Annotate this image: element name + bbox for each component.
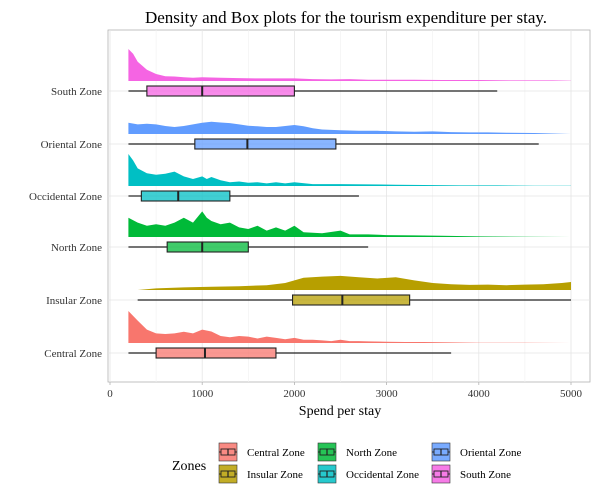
x-tick-label: 0 bbox=[107, 388, 113, 400]
density-south-zone bbox=[128, 49, 571, 81]
y-tick-label: Occidental Zone bbox=[29, 191, 102, 203]
panel-border bbox=[107, 29, 591, 383]
box-layer bbox=[128, 85, 571, 359]
legend-item: Central Zone bbox=[218, 442, 305, 462]
density-occidental-zone bbox=[128, 154, 571, 186]
y-tick-label: North Zone bbox=[51, 242, 102, 254]
x-axis-label: Spend per stay bbox=[299, 404, 381, 419]
x-tick-label: 2000 bbox=[283, 388, 306, 400]
box-occidental-zone bbox=[140, 190, 231, 202]
y-tick-label: Oriental Zone bbox=[41, 139, 103, 151]
legend-label: Occidental Zone bbox=[346, 469, 419, 481]
x-tick-label: 4000 bbox=[468, 388, 491, 400]
density-central-zone bbox=[128, 311, 571, 343]
box-north-zone bbox=[166, 241, 249, 253]
x-tick-label: 5000 bbox=[560, 388, 583, 400]
box-central-zone bbox=[155, 347, 277, 359]
density-north-zone bbox=[128, 211, 571, 237]
x-tick-label: 3000 bbox=[376, 388, 399, 400]
x-tick-label: 1000 bbox=[191, 388, 214, 400]
box-oriental-zone bbox=[194, 138, 337, 150]
legend-item: North Zone bbox=[317, 442, 397, 462]
legend-item: Insular Zone bbox=[218, 464, 303, 484]
box-south-zone bbox=[146, 85, 295, 97]
y-tick-label: South Zone bbox=[51, 86, 102, 98]
density-layer bbox=[128, 49, 571, 343]
legend-label: Insular Zone bbox=[247, 469, 303, 481]
chart-title: Density and Box plots for the tourism ex… bbox=[145, 8, 547, 27]
density-insular-zone bbox=[137, 275, 571, 290]
legend-title: Zones bbox=[172, 459, 206, 474]
legend-item: South Zone bbox=[431, 464, 511, 484]
grid bbox=[107, 29, 591, 383]
legend-label: South Zone bbox=[460, 469, 511, 481]
box-insular-zone bbox=[292, 294, 411, 306]
legend-label: North Zone bbox=[346, 447, 397, 459]
y-tick-label: Insular Zone bbox=[46, 295, 102, 307]
legend-label: Central Zone bbox=[247, 447, 305, 459]
legend-item: Oriental Zone bbox=[431, 442, 522, 462]
y-tick-label: Central Zone bbox=[44, 348, 102, 360]
legend-label: Oriental Zone bbox=[460, 447, 522, 459]
legend-item: Occidental Zone bbox=[317, 464, 419, 484]
y-axis: Central Zone Insular Zone North Zone Occide… bbox=[29, 86, 102, 360]
legend: Zones Central Zone Insular Zone North Zone… bbox=[172, 442, 522, 484]
density-oriental-zone bbox=[128, 121, 571, 134]
x-axis: 0 1000 2000 3000 4000 5000 bbox=[107, 382, 583, 400]
